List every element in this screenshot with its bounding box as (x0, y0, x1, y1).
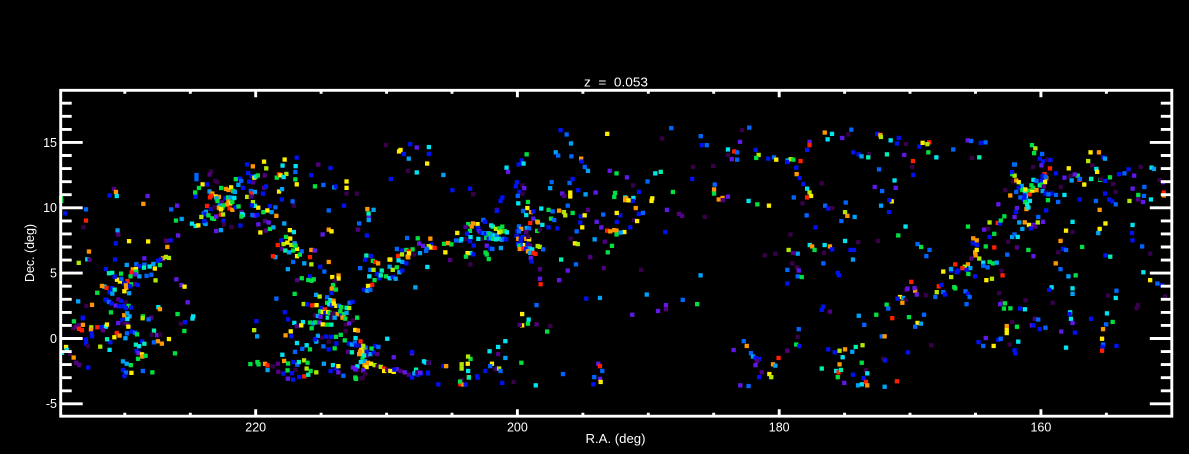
svg-text:0: 0 (50, 332, 57, 346)
svg-text:R.A. (deg): R.A. (deg) (586, 432, 646, 446)
svg-text:-5: -5 (46, 397, 57, 411)
svg-text:180: 180 (769, 421, 790, 435)
svg-text:Dec. (deg): Dec. (deg) (23, 224, 37, 282)
svg-text:z = 0.053: z = 0.053 (584, 76, 648, 90)
svg-text:10: 10 (43, 201, 57, 215)
svg-text:15: 15 (43, 136, 57, 150)
svg-text:200: 200 (507, 421, 528, 435)
svg-text:220: 220 (245, 421, 266, 435)
svg-text:160: 160 (1030, 421, 1051, 435)
svg-text:5: 5 (50, 267, 57, 281)
